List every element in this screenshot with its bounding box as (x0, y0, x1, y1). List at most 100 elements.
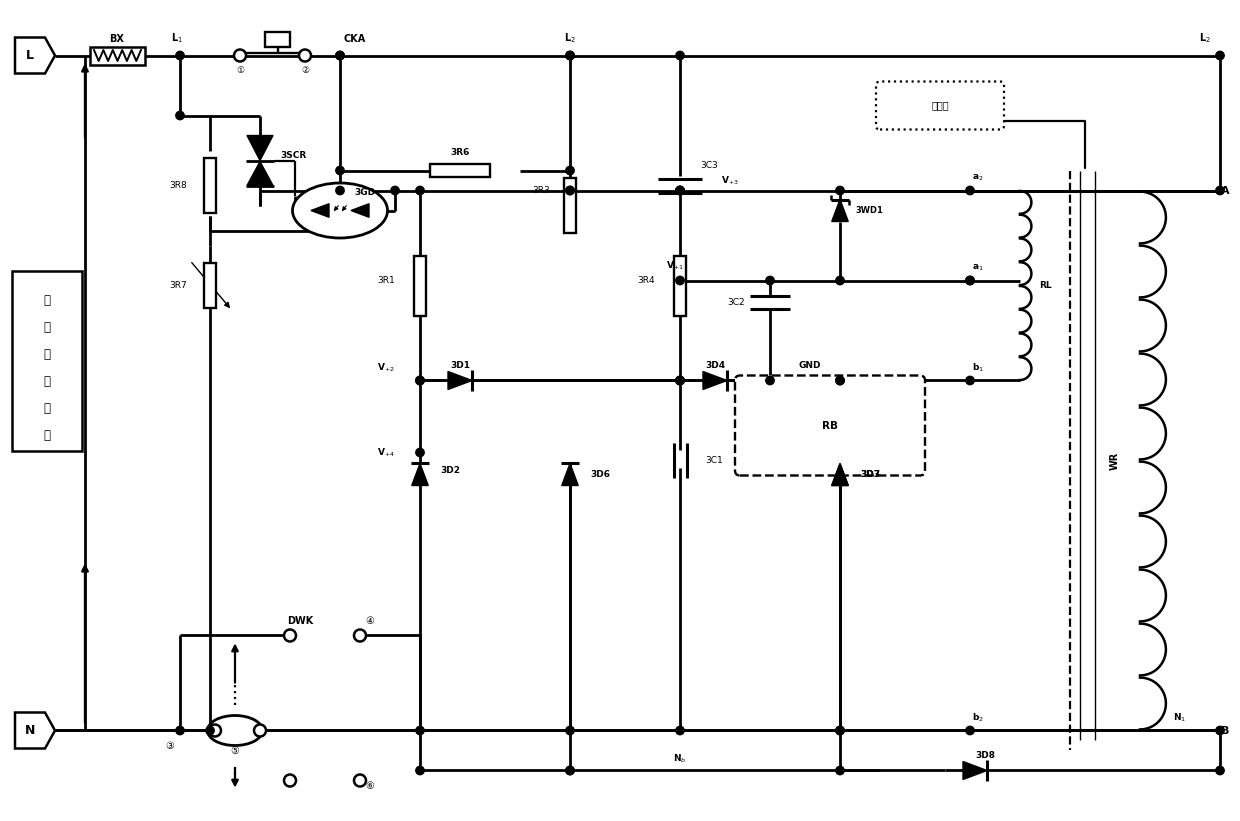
Circle shape (565, 186, 574, 195)
Text: 输: 输 (43, 294, 51, 307)
Circle shape (836, 376, 844, 385)
Text: b$_2$: b$_2$ (972, 711, 985, 724)
Circle shape (676, 186, 684, 195)
Circle shape (966, 277, 975, 285)
Text: 交: 交 (43, 348, 51, 361)
Text: L$_2$: L$_2$ (564, 31, 575, 45)
Text: 流: 流 (43, 375, 51, 388)
Circle shape (206, 727, 215, 735)
Circle shape (336, 51, 345, 60)
Circle shape (415, 186, 424, 195)
Polygon shape (247, 162, 273, 186)
Circle shape (836, 277, 844, 285)
Circle shape (336, 51, 345, 60)
Text: 源: 源 (43, 429, 51, 442)
Bar (265, 33, 290, 47)
Bar (564, 178, 577, 233)
Circle shape (353, 630, 366, 641)
Circle shape (1215, 51, 1224, 60)
Text: a$_2$: a$_2$ (972, 172, 983, 183)
Text: RL: RL (1039, 281, 1052, 290)
Circle shape (676, 376, 684, 385)
Text: V$_{+3}$: V$_{+3}$ (722, 174, 739, 186)
Circle shape (836, 727, 844, 735)
Circle shape (836, 766, 844, 775)
Text: ④: ④ (366, 616, 374, 626)
Circle shape (176, 727, 185, 735)
Polygon shape (311, 204, 329, 218)
Text: ⑤: ⑤ (231, 745, 239, 755)
Text: L$_1$: L$_1$ (171, 31, 184, 45)
Text: N$_b$: N$_b$ (673, 752, 687, 764)
Circle shape (676, 51, 684, 60)
Bar (91, 47, 145, 65)
Circle shape (284, 774, 296, 787)
Text: 3R7: 3R7 (169, 281, 187, 290)
Circle shape (836, 376, 844, 385)
Bar (205, 158, 216, 213)
Circle shape (676, 186, 684, 195)
Circle shape (836, 727, 844, 735)
Text: 入: 入 (43, 321, 51, 334)
Text: BX: BX (109, 34, 124, 44)
Text: 3D8: 3D8 (975, 751, 994, 760)
Circle shape (676, 186, 684, 195)
Circle shape (353, 774, 366, 787)
Text: 3GD: 3GD (355, 188, 376, 197)
Text: 3D2: 3D2 (440, 466, 460, 475)
Circle shape (391, 186, 399, 195)
Circle shape (415, 448, 424, 456)
Polygon shape (832, 464, 848, 485)
Text: 3R4: 3R4 (637, 276, 655, 285)
FancyBboxPatch shape (735, 375, 925, 475)
Circle shape (966, 376, 975, 385)
Circle shape (676, 727, 684, 735)
Circle shape (415, 766, 424, 775)
Circle shape (415, 376, 424, 385)
Text: a$_1$: a$_1$ (972, 262, 983, 273)
Circle shape (254, 724, 267, 736)
Text: 3R8: 3R8 (169, 181, 187, 190)
Circle shape (766, 376, 774, 385)
Text: 3D7: 3D7 (861, 470, 880, 479)
Circle shape (336, 186, 345, 195)
Bar (12, 270, 82, 451)
Text: DWK: DWK (286, 616, 314, 626)
Circle shape (284, 630, 296, 641)
Text: 3R1: 3R1 (377, 276, 396, 285)
Polygon shape (832, 464, 848, 485)
Text: WR: WR (1110, 452, 1120, 470)
Text: A: A (1220, 186, 1229, 195)
Circle shape (836, 186, 844, 195)
Text: b$_1$: b$_1$ (972, 361, 985, 374)
Text: 3C1: 3C1 (706, 456, 723, 465)
Ellipse shape (207, 715, 263, 745)
Circle shape (565, 167, 574, 175)
Circle shape (415, 376, 424, 385)
Text: 3WD1: 3WD1 (856, 206, 883, 215)
Bar (675, 255, 686, 315)
Text: 电: 电 (43, 402, 51, 415)
Circle shape (234, 49, 246, 62)
Text: N$_1$: N$_1$ (1173, 711, 1187, 724)
Text: RB: RB (822, 420, 838, 430)
Text: GND: GND (799, 361, 821, 370)
Text: CKA: CKA (343, 34, 366, 44)
Text: 3C2: 3C2 (728, 298, 745, 307)
Text: 3D1: 3D1 (450, 361, 470, 370)
Circle shape (676, 376, 684, 385)
Polygon shape (351, 204, 370, 218)
Polygon shape (963, 762, 987, 779)
Text: ①: ① (236, 66, 244, 75)
Circle shape (176, 112, 185, 120)
Circle shape (966, 186, 975, 195)
Circle shape (966, 727, 975, 735)
Bar (205, 263, 216, 308)
Polygon shape (703, 371, 727, 389)
Text: 3R3: 3R3 (532, 186, 551, 195)
Circle shape (336, 167, 345, 175)
Text: L: L (26, 49, 33, 62)
Text: L$_2$: L$_2$ (1199, 31, 1211, 45)
Circle shape (565, 51, 574, 60)
Circle shape (1215, 727, 1224, 735)
